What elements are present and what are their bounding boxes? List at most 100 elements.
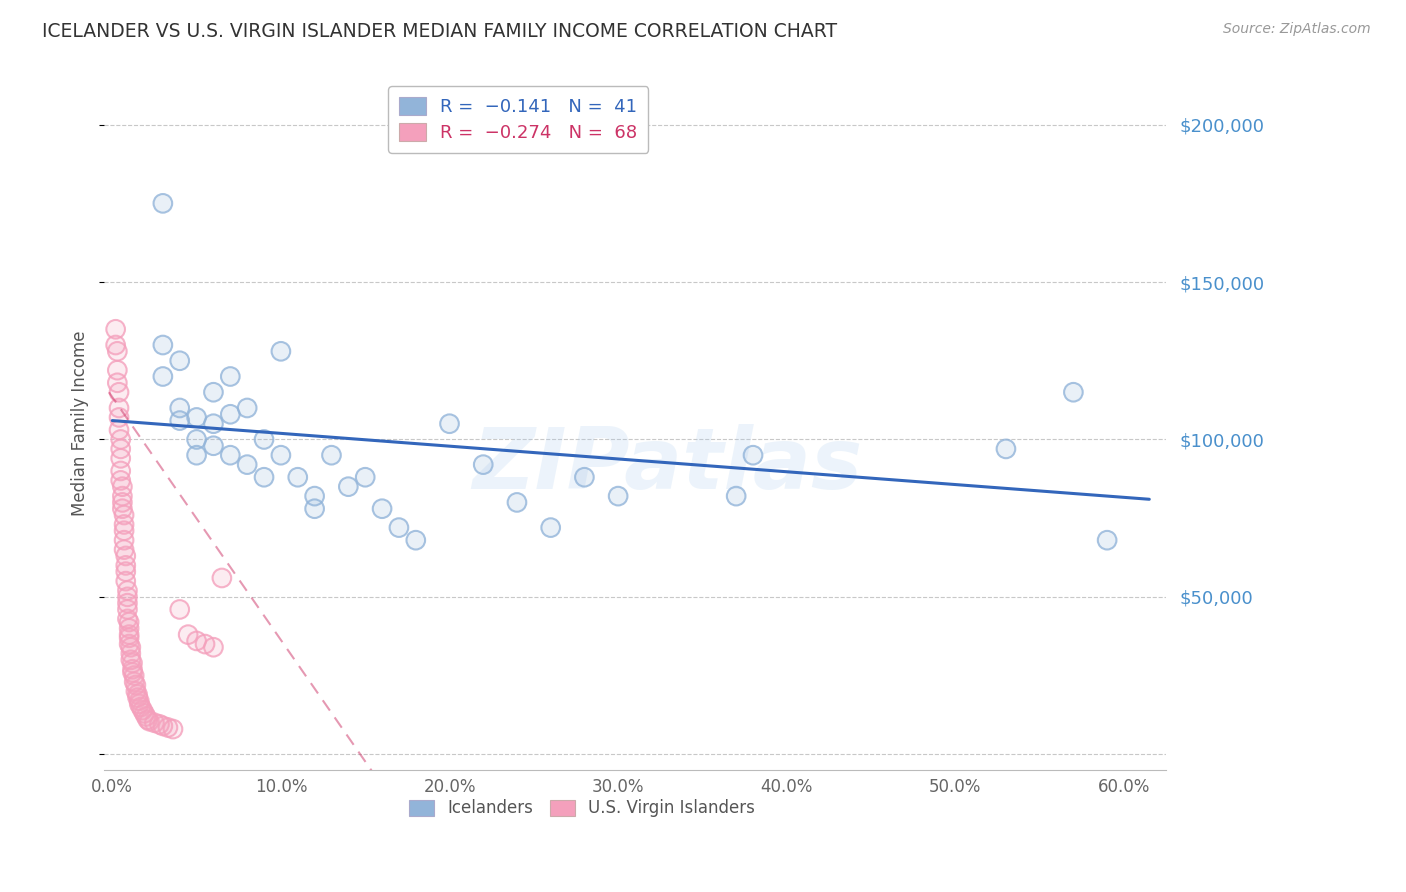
Point [114,558,136,573]
Point [118,615,141,629]
Point [219,369,242,384]
Point [540,520,562,534]
Point [128,694,150,708]
Point [108,423,131,437]
Point [270,448,292,462]
Point [121,656,143,670]
Point [112,542,135,557]
Point [1095,533,1118,548]
Point [270,344,292,359]
Point [219,448,242,462]
Point [125,684,148,698]
Point [354,470,377,484]
Point [111,501,134,516]
Point [104,322,127,336]
Point [120,653,142,667]
Point [725,489,748,503]
Point [138,714,160,729]
Point [136,713,159,727]
Point [105,363,128,377]
Point [110,433,132,447]
Point [108,410,131,425]
Point [371,501,394,516]
Legend: Icelanders, U.S. Virgin Islanders: Icelanders, U.S. Virgin Islanders [402,793,762,824]
Point [152,338,174,352]
Point [112,508,135,522]
Point [125,678,148,692]
Point [472,458,495,472]
Point [506,495,529,509]
Point [236,401,259,415]
Point [114,565,136,579]
Point [108,401,131,415]
Point [354,470,377,484]
Point [405,533,427,548]
Point [127,690,149,705]
Point [117,602,139,616]
Point [128,694,150,708]
Point [253,433,276,447]
Point [121,665,143,680]
Point [236,458,259,472]
Point [169,353,191,368]
Point [128,697,150,711]
Point [202,640,225,655]
Point [110,451,132,466]
Point [202,640,225,655]
Point [148,717,170,731]
Point [112,517,135,532]
Point [152,369,174,384]
Point [110,464,132,478]
Point [117,596,139,610]
Point [118,631,141,645]
Point [104,338,127,352]
Point [110,474,132,488]
Point [104,322,127,336]
Point [270,344,292,359]
Point [111,489,134,503]
Point [129,700,152,714]
Point [202,439,225,453]
Point [134,706,156,721]
Point [1062,385,1084,400]
Point [122,674,145,689]
Point [117,612,139,626]
Point [120,647,142,661]
Point [1062,385,1084,400]
Point [127,688,149,702]
Point [169,413,191,427]
Point [152,338,174,352]
Point [111,480,134,494]
Point [388,520,411,534]
Point [121,662,143,676]
Point [186,410,208,425]
Point [304,489,326,503]
Point [337,480,360,494]
Point [131,703,153,717]
Point [152,369,174,384]
Point [105,376,128,390]
Point [117,583,139,598]
Point [117,583,139,598]
Point [472,458,495,472]
Point [118,615,141,629]
Point [994,442,1017,456]
Point [117,590,139,604]
Point [219,407,242,421]
Point [194,637,217,651]
Point [111,495,134,509]
Point [202,385,225,400]
Point [253,470,276,484]
Point [112,517,135,532]
Point [607,489,630,503]
Point [117,612,139,626]
Point [270,448,292,462]
Point [114,574,136,588]
Point [506,495,529,509]
Point [143,715,166,730]
Point [122,674,145,689]
Point [574,470,596,484]
Point [110,464,132,478]
Point [725,489,748,503]
Point [186,448,208,462]
